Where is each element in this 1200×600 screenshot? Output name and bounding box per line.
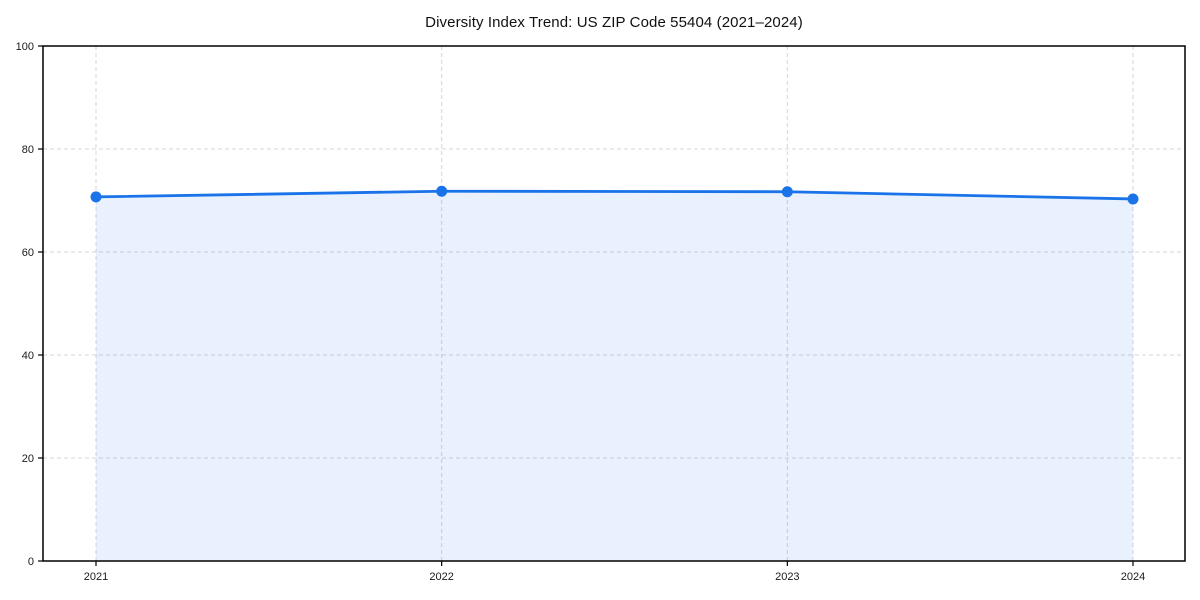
x-tick-label: 2023 [775,571,799,583]
chart-title: Diversity Index Trend: US ZIP Code 55404… [425,14,803,31]
x-tick-label: 2024 [1121,571,1145,583]
plot-border [42,45,1186,562]
y-tick-label: 20 [22,453,34,465]
x-tick-label: 2022 [429,571,453,583]
data-point-2022 [436,185,448,197]
y-tick-label: 80 [22,144,34,156]
x-tick-label: 2021 [84,571,108,583]
y-tick-label: 40 [22,350,34,362]
y-tick-label: 100 [16,41,34,53]
data-point-2023 [781,186,793,198]
area-fill [96,191,1133,562]
trend-line [94,189,1135,201]
data-point-2021 [90,191,102,203]
y-tick-label: 60 [22,247,34,259]
y-tick-label: 0 [28,556,34,568]
data-point-2024 [1127,193,1139,205]
